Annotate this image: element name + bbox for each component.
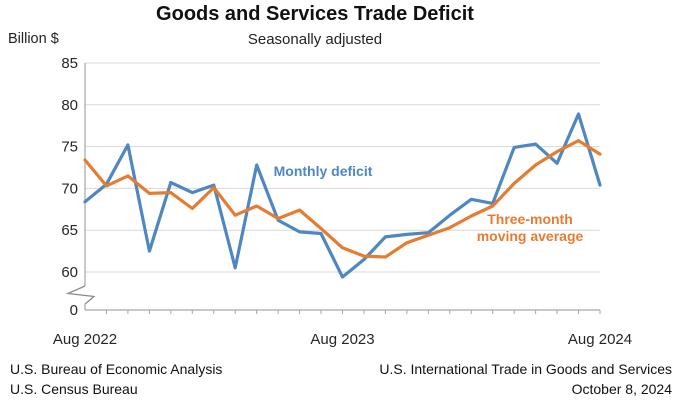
- y-axis-label: 60: [61, 264, 78, 281]
- report-date: October 8, 2024: [571, 381, 672, 397]
- chart-subtitle: Seasonally adjusted: [247, 31, 383, 48]
- source-attribution: U.S. Bureau of Economic Analysis U.S. Ce…: [10, 359, 222, 399]
- x-axis-label: Aug 2023: [310, 331, 374, 348]
- y-axis-label: 85: [61, 55, 78, 72]
- moving-average-series-label: Three-month moving average: [455, 211, 605, 245]
- monthly-deficit-series-label: Monthly deficit: [273, 163, 373, 179]
- axis-break-icon: [65, 285, 96, 305]
- three-month-moving-average-line: [83, 139, 602, 259]
- source-line-bea: U.S. Bureau of Economic Analysis: [10, 361, 223, 377]
- y-axis-label: 0: [70, 302, 78, 319]
- x-axis-label: Aug 2022: [53, 331, 117, 348]
- report-attribution: U.S. International Trade in Goods and Se…: [379, 359, 672, 399]
- chart-title: Goods and Services Trade Deficit: [156, 3, 474, 25]
- y-axis-label: 65: [61, 222, 78, 239]
- y-axis-unit-label: Billion $: [8, 31, 59, 47]
- source-line-census: U.S. Census Bureau: [10, 381, 138, 397]
- y-axis-label: 70: [61, 180, 78, 197]
- x-axis-label: Aug 2024: [568, 331, 632, 348]
- y-axis-label: 75: [61, 139, 78, 156]
- report-title: U.S. International Trade in Goods and Se…: [379, 361, 672, 377]
- y-axis-label: 80: [61, 97, 78, 114]
- moving-average-series-label-line2: moving average: [476, 228, 584, 244]
- monthly-deficit-line: [83, 112, 602, 279]
- moving-average-series-label-line1: Three-month: [487, 211, 573, 227]
